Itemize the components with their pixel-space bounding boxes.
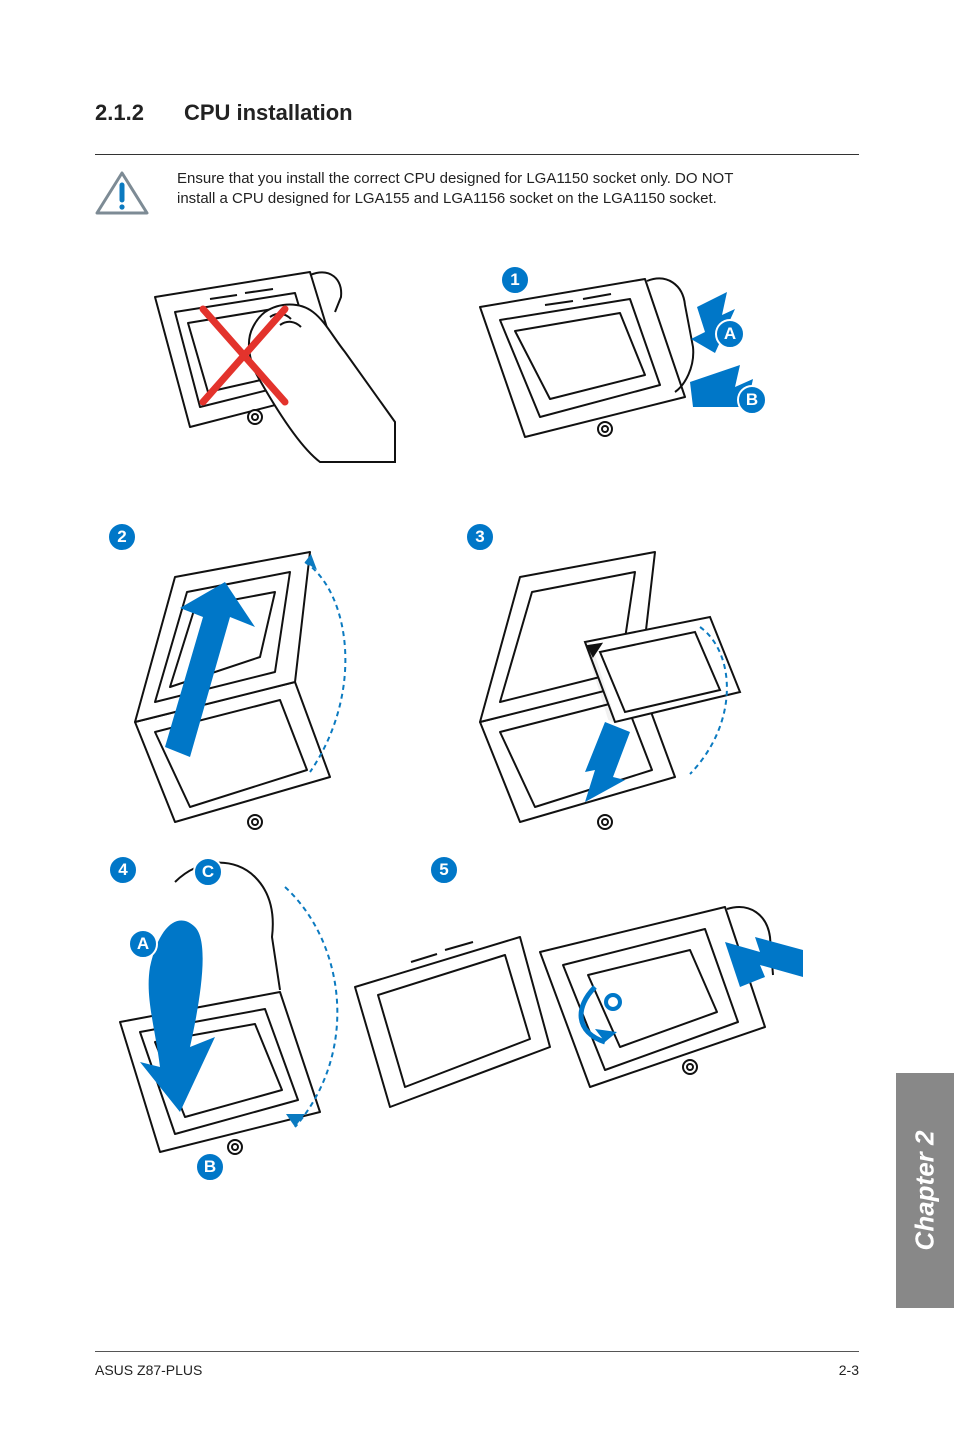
callout-letter-b-2: B	[195, 1152, 225, 1182]
chapter-tab: Chapter 2	[896, 1073, 954, 1308]
callout-letter-a-2: A	[128, 929, 158, 959]
callout-step-1: 1	[500, 265, 530, 295]
callout-step-4: 4	[108, 855, 138, 885]
callout-letter-c: C	[193, 857, 223, 887]
figure-step-3	[435, 522, 765, 832]
page: 2.1.2 CPU installation Ensure that you i…	[0, 0, 954, 1438]
section-heading: 2.1.2 CPU installation	[95, 100, 859, 126]
caution-icon	[95, 169, 149, 217]
figure-step-5	[345, 877, 805, 1147]
figure-wrong	[95, 257, 405, 467]
caution-block: Ensure that you install the correct CPU …	[95, 169, 859, 217]
heading-title: CPU installation	[184, 100, 353, 126]
heading-number: 2.1.2	[95, 100, 144, 126]
callout-step-5: 5	[429, 855, 459, 885]
figure-step-2	[95, 522, 395, 832]
figures-area: 1 A B	[95, 257, 859, 1177]
chapter-tab-label: Chapter 2	[910, 1131, 941, 1251]
footer-model: ASUS Z87-PLUS	[95, 1362, 202, 1378]
caution-text: Ensure that you install the correct CPU …	[177, 169, 767, 210]
page-footer: ASUS Z87-PLUS 2-3	[95, 1351, 859, 1378]
callout-step-3: 3	[465, 522, 495, 552]
footer-page-number: 2-3	[839, 1362, 859, 1378]
callout-step-2: 2	[107, 522, 137, 552]
figure-step-1	[435, 257, 765, 477]
callout-letter-a-1: A	[715, 319, 745, 349]
heading-rule	[95, 154, 859, 155]
callout-letter-b-1: B	[737, 385, 767, 415]
